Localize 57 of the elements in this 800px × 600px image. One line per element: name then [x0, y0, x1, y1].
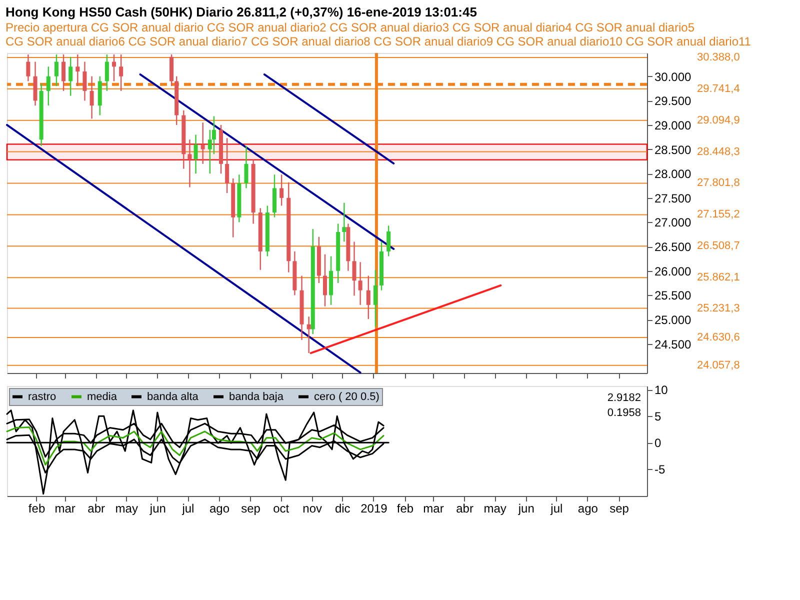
ref-line-label: 30.388,0	[697, 51, 740, 64]
x-tick-label: abr	[456, 502, 474, 516]
y-tick-label: 27.000	[654, 216, 692, 230]
ref-line-label: 24.630,6	[697, 331, 740, 344]
x-tick-label: sep	[241, 502, 261, 516]
ref-line-label: 25.862,1	[697, 272, 740, 284]
x-tick-label: oct	[273, 502, 290, 516]
legend-label: banda baja	[229, 390, 284, 403]
legend-label: rastro	[28, 390, 56, 403]
y-tick-label: 30.000	[654, 70, 692, 84]
y-tick-label: 5	[654, 410, 662, 424]
ref-line-label: 28.448,3	[697, 146, 740, 158]
y-tick-label: 29.000	[654, 118, 692, 132]
y-tick-label: 26.000	[654, 264, 692, 278]
x-tick-label: 2019	[360, 502, 388, 516]
y-tick-label: 25.000	[654, 313, 692, 328]
x-tick-label: mar	[54, 502, 76, 516]
x-tick-label: jun	[148, 502, 166, 516]
legend-label: banda alta	[147, 390, 200, 403]
x-tick-label: jul	[181, 502, 194, 516]
ref-line-label: 24.057,8	[697, 359, 740, 372]
ref-line-label: 27.801,8	[697, 177, 740, 190]
ref-line-label: 29.741,4	[697, 82, 740, 95]
x-tick-label: nov	[302, 502, 322, 516]
chart-title: Hong Kong HS50 Cash (50HK) Diario 26.811,2 (+0,37%) 16-ene-2019 13:01:45	[6, 4, 477, 20]
y-tick-label: -5	[654, 462, 666, 477]
x-tick-label: sep	[610, 502, 630, 516]
y-tick-label: 28.000	[654, 167, 692, 182]
ref-line-label: 26.508,7	[697, 240, 740, 252]
y-tick-label: 28.500	[654, 142, 692, 157]
x-tick-label: feb	[396, 502, 414, 516]
x-tick-label: jul	[550, 502, 563, 516]
y-tick-label: 29.500	[654, 94, 692, 108]
text: CG SOR anual diario6 CG SOR anual diario7 CG SOR anual diario8 CG SOR anual diario9 CG SOR anual diario10 CG SOR anual diario11	[6, 34, 751, 48]
x-tick-label: mar	[423, 502, 444, 516]
y-tick-label: 27.500	[654, 191, 692, 206]
annotation: 2.9182	[607, 392, 641, 404]
y-tick-label: 10	[654, 383, 668, 398]
x-tick-label: feb	[28, 502, 46, 516]
x-tick-label: may	[484, 502, 506, 516]
ref-line-label: 25.231,3	[697, 302, 740, 314]
ref-line-label: 29.094,9	[697, 114, 740, 126]
x-tick-label: ago	[578, 502, 598, 516]
ref-line-label: 27.155,2	[697, 208, 740, 221]
x-tick-label: may	[115, 502, 138, 516]
legend-label: media	[87, 390, 118, 403]
x-tick-label: jun	[517, 502, 534, 516]
legend-label: cero ( 20 0.5)	[314, 390, 380, 403]
x-tick-label: abr	[88, 502, 106, 516]
x-tick-label: dic	[334, 502, 350, 516]
y-tick-label: 24.500	[654, 337, 692, 352]
y-tick-label: 26.500	[654, 240, 692, 254]
y-tick-label: 25.500	[654, 288, 692, 303]
x-tick-label: ago	[209, 502, 230, 516]
y-tick-label: 0	[654, 436, 662, 450]
text: Precio apertura CG SOR anual diario CG SOR anual diario2 CG SOR anual diario3 CG SOR anual diario4 CG SOR anual diario5	[6, 20, 694, 34]
annotation: 0.1958	[607, 407, 641, 419]
